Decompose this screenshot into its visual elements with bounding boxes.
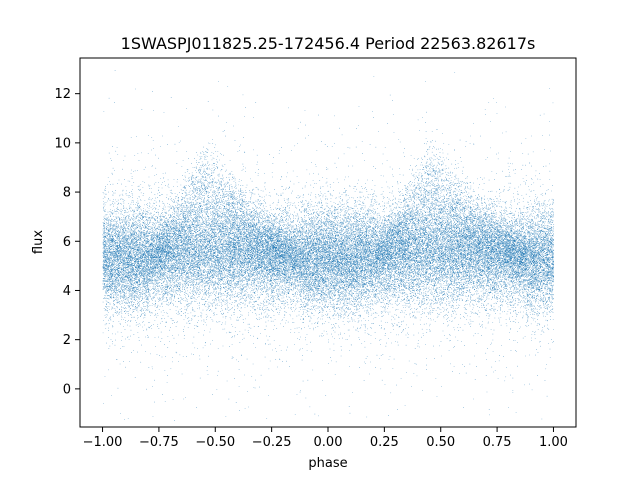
x-tick-label: 0.00: [314, 435, 343, 450]
x-tick-label: 0.75: [483, 435, 512, 450]
y-tick-label: 10: [54, 136, 71, 151]
y-tick-label: 12: [54, 87, 71, 102]
x-axis-ticks: −1.00 −0.75 −0.50 −0.25 0.00 0.25 0.50 0.75 1.00: [83, 427, 568, 450]
y-axis-ticks: 0 2 4 6 8 10 12: [54, 87, 80, 397]
scatter-points: [102, 70, 554, 419]
x-tick-label: 0.50: [426, 435, 455, 450]
x-tick-label: 1.00: [539, 435, 568, 450]
y-tick-label: 2: [63, 333, 71, 348]
y-tick-label: 4: [63, 284, 71, 299]
y-axis-label: flux: [31, 230, 46, 254]
x-tick-label: −0.75: [139, 435, 179, 450]
chart-title: 1SWASPJ011825.25-172456.4 Period 22563.8…: [121, 34, 536, 53]
x-tick-label: 0.25: [370, 435, 399, 450]
y-tick-label: 0: [63, 382, 71, 397]
x-axis-label: phase: [308, 456, 347, 471]
x-tick-label: −0.25: [252, 435, 292, 450]
y-tick-label: 6: [63, 235, 71, 250]
x-tick-label: −0.50: [195, 435, 235, 450]
data-points: [102, 70, 555, 421]
y-tick-label: 8: [63, 186, 71, 201]
x-tick-label: −1.00: [83, 435, 123, 450]
